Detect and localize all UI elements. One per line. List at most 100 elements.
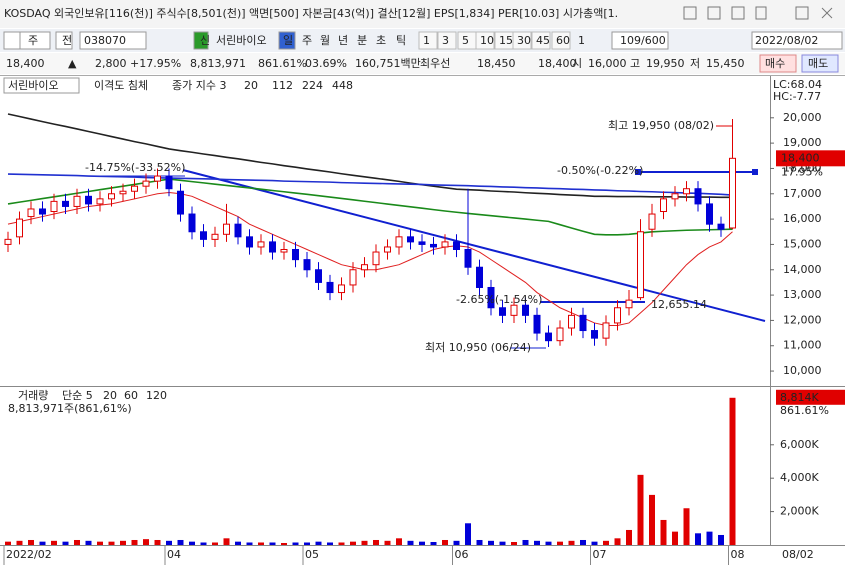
candle-body xyxy=(188,213,196,233)
toolbar-item[interactable]: 038070 xyxy=(84,34,126,47)
volume-bar xyxy=(626,529,632,545)
candle-body xyxy=(338,284,345,294)
toolbar-box[interactable] xyxy=(278,31,296,50)
candle-body xyxy=(269,241,276,253)
ma-label: 종가 지수 3 xyxy=(172,79,226,92)
candle-body xyxy=(510,304,518,316)
candle-body xyxy=(614,307,621,324)
volume-bar xyxy=(166,540,172,545)
volume-bar xyxy=(591,541,598,545)
close-icon[interactable] xyxy=(821,7,833,19)
volume-bar xyxy=(361,540,368,545)
candle-body xyxy=(637,231,644,299)
period-button[interactable] xyxy=(551,31,571,50)
ma-line xyxy=(7,113,733,199)
toolbar-item[interactable]: 1 xyxy=(578,34,585,47)
toolbar-item[interactable]: 30 xyxy=(517,34,531,47)
toolbar-item[interactable]: 주 xyxy=(302,34,312,47)
volume-bar xyxy=(62,541,69,545)
candle-body xyxy=(165,175,173,190)
volume-ma-legend: 20 xyxy=(103,389,117,402)
toolbar-box[interactable] xyxy=(193,31,209,50)
volume-bar xyxy=(212,542,218,545)
y-tick-label: 13,000 xyxy=(783,288,822,301)
toolbar-item[interactable]: 전 xyxy=(62,34,72,47)
toolbar-item[interactable]: 3 xyxy=(442,34,449,47)
quote-item: 861.61% xyxy=(258,57,307,70)
quote-item: 160,751백만 xyxy=(355,57,421,70)
y-tick-label: 16,000 xyxy=(783,212,822,225)
toolbar-item[interactable]: 년 xyxy=(338,34,348,47)
annotation: -14.75%(-33.52%) xyxy=(85,161,185,174)
toolbar-item[interactable]: 분 xyxy=(357,34,367,47)
last-price-label: 18,400 xyxy=(781,151,820,164)
y-tick-label: 6,000K xyxy=(780,438,819,451)
toolbar-item[interactable]: 서린바이오 xyxy=(216,34,267,47)
icon[interactable] xyxy=(707,6,721,20)
toolbar-item[interactable]: 5 xyxy=(462,34,469,47)
candle-body xyxy=(533,314,541,334)
buy-button[interactable] xyxy=(759,54,797,73)
volume-bar xyxy=(223,538,230,545)
period-button[interactable] xyxy=(512,31,532,50)
icon[interactable] xyxy=(755,6,767,20)
toolbar-item[interactable]: 10 xyxy=(480,34,494,47)
trend-handle xyxy=(635,169,641,175)
quote-item: ▲ xyxy=(68,57,77,70)
period-button[interactable] xyxy=(418,31,438,50)
date-box[interactable] xyxy=(751,31,843,50)
candle-body xyxy=(154,175,161,182)
candle-body xyxy=(85,195,92,205)
volume-bar xyxy=(453,540,460,545)
toolbar-box[interactable] xyxy=(3,31,23,50)
toolbar-item[interactable]: 신 xyxy=(200,34,210,47)
toolbar-item[interactable]: 초 xyxy=(376,34,386,47)
volume-bar xyxy=(51,540,57,545)
period-button[interactable] xyxy=(437,31,457,50)
volume-bar xyxy=(304,542,310,545)
x-tick-label: 2022/02 xyxy=(6,548,52,561)
candle-body xyxy=(372,251,380,266)
icon[interactable] xyxy=(795,6,809,20)
count-box[interactable] xyxy=(611,31,669,50)
volume-bar xyxy=(442,539,448,545)
volume-bar xyxy=(189,541,195,545)
volume-bar xyxy=(315,541,322,545)
period-button[interactable] xyxy=(531,31,551,50)
toolbar-item[interactable]: 60 xyxy=(556,34,570,47)
toolbar-item[interactable]: 1 xyxy=(423,34,430,47)
toolbar-item[interactable]: 주 xyxy=(28,34,38,47)
toolbar-box[interactable] xyxy=(79,31,147,50)
quote-item[interactable]: 매도 xyxy=(808,57,828,70)
toolbar-item[interactable]: 15 xyxy=(499,34,513,47)
candle-body xyxy=(200,231,207,240)
y-tick-label: 12,000 xyxy=(783,313,822,326)
toolbar-item[interactable]: 일 xyxy=(283,33,293,47)
toolbar-item[interactable]: 월 xyxy=(320,34,330,47)
candle-body xyxy=(407,236,414,243)
toolbar-item[interactable]: 109/600 xyxy=(620,34,666,47)
volume-bar xyxy=(154,539,161,545)
period-button[interactable] xyxy=(475,31,495,50)
quote-item: +17.95% xyxy=(130,57,181,70)
stock-name: 서린바이오 xyxy=(8,79,59,92)
info-title: KOSDAQ 외국인보유[116(천)] 주식수[8,501(천)] 액면[50… xyxy=(4,6,618,20)
toolbar-box[interactable] xyxy=(55,31,73,50)
icon[interactable] xyxy=(683,6,697,20)
volume-bar xyxy=(108,541,115,545)
candle-body xyxy=(246,236,253,248)
annotation: -0.50%(-0.22%) xyxy=(557,164,643,177)
x-tick-label: 04 xyxy=(167,548,181,561)
toolbar-item[interactable]: 45 xyxy=(536,34,550,47)
toolbar-item[interactable]: 틱 xyxy=(396,34,406,47)
candle-body xyxy=(625,299,633,309)
quote-item[interactable]: 매수 xyxy=(765,57,785,70)
candle-body xyxy=(729,157,736,229)
toolbar-item[interactable]: 2022/08/02 xyxy=(755,34,818,47)
sell-button[interactable] xyxy=(801,54,839,73)
quote-item: 시 xyxy=(572,57,582,70)
hc-label: HC:-7.77 xyxy=(773,90,821,103)
x-tick-label: 07 xyxy=(593,548,607,561)
icon[interactable] xyxy=(731,6,745,20)
toolbar-box[interactable] xyxy=(19,31,51,50)
